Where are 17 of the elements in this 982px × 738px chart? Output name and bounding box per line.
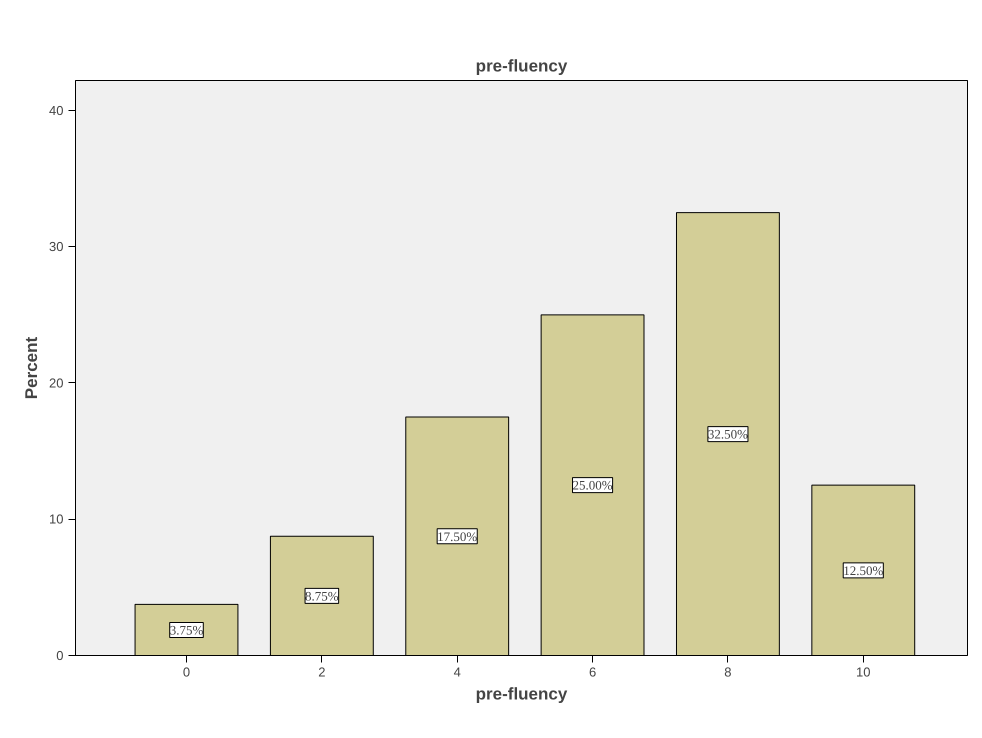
y-tick-label: 30 (49, 239, 64, 254)
x-tick-label: 10 (856, 664, 871, 680)
x-tick-label: 6 (588, 664, 596, 680)
data-label: 8.75% (305, 588, 339, 604)
y-tick-label: 0 (56, 648, 64, 663)
y-axis-title: Percent (22, 336, 42, 400)
data-label: 12.50% (843, 562, 884, 578)
y-tick-label: 40 (49, 102, 64, 118)
x-tick-label: 0 (182, 664, 190, 680)
data-label: 32.50% (708, 426, 748, 442)
chart-title: pre-fluency (476, 56, 568, 76)
y-tick-label: 10 (49, 512, 64, 527)
x-tick-label: 2 (318, 664, 326, 680)
x-axis-title: pre-fluency (476, 684, 568, 704)
x-tick-label: 8 (724, 664, 732, 680)
y-tick-label: 20 (49, 375, 64, 390)
x-tick-label: 4 (454, 664, 461, 680)
